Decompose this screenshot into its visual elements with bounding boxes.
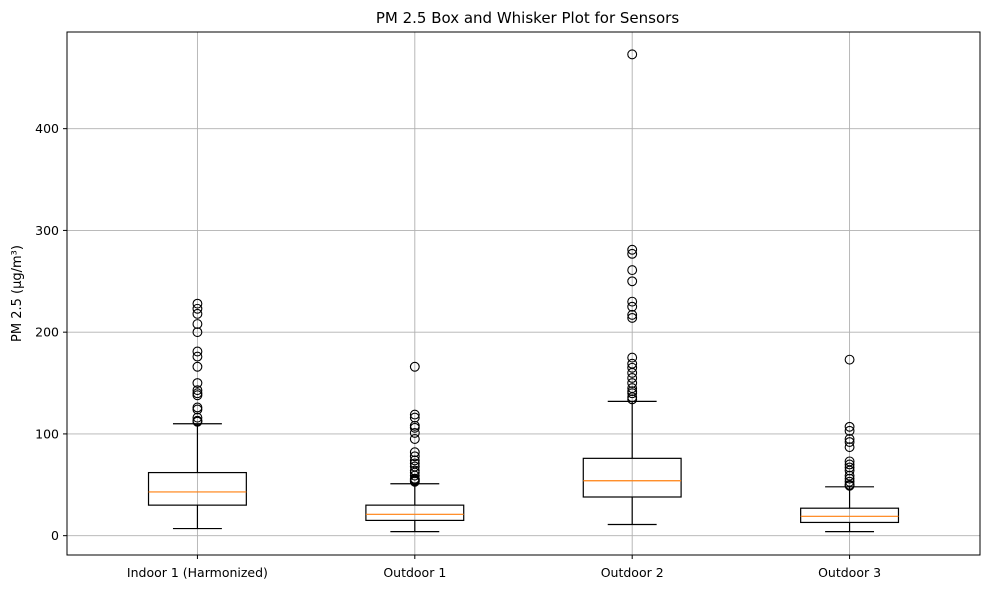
boxes-layer	[147, 49, 900, 533]
outlier-point	[192, 361, 203, 372]
iqr-box	[800, 507, 900, 524]
outlier-point	[627, 394, 638, 405]
y-tick-label: 400	[35, 121, 59, 136]
outlier-point	[409, 434, 420, 444]
outlier-point	[844, 476, 855, 487]
outlier-point	[409, 361, 420, 372]
x-tick-label: Outdoor 3	[818, 565, 881, 580]
y-tick-label: 0	[51, 528, 59, 543]
box-group	[147, 298, 247, 530]
outlier-point	[192, 416, 203, 427]
y-axis-label: PM 2.5 (μg/m³)	[10, 245, 25, 342]
outlier-point	[627, 265, 638, 276]
outlier-point	[409, 412, 420, 423]
outlier-point	[627, 296, 638, 307]
iqr-box	[147, 471, 247, 506]
x-tick-label: Indoor 1 (Harmonized)	[127, 565, 268, 580]
outlier-point	[627, 276, 638, 287]
outlier-point	[844, 473, 855, 484]
outlier-point	[627, 388, 638, 399]
outlier-point	[409, 470, 420, 481]
axes-frame	[66, 31, 981, 556]
outlier-point	[192, 351, 203, 362]
outlier-point	[627, 244, 638, 255]
y-tick-label: 200	[35, 325, 59, 340]
iqr-box	[365, 504, 465, 522]
outlier-point	[192, 390, 203, 401]
outlier-point	[844, 421, 855, 432]
outlier-point	[627, 301, 638, 312]
chart-title: PM 2.5 Box and Whisker Plot for Sensors	[376, 9, 680, 27]
box-group	[800, 354, 900, 533]
outlier-point	[627, 352, 638, 363]
y-tick-label: 300	[35, 223, 59, 238]
outlier-point	[192, 327, 203, 338]
outlier-point	[627, 362, 638, 373]
iqr-box	[582, 457, 682, 498]
grid-layer	[67, 32, 980, 555]
outlier-point	[192, 298, 203, 309]
y-tick-label: 100	[35, 426, 59, 441]
outlier-point	[627, 248, 638, 259]
box-group	[365, 361, 465, 533]
outlier-point	[192, 404, 203, 415]
outlier-point	[192, 303, 203, 314]
outlier-point	[844, 354, 855, 365]
outlier-point	[192, 378, 203, 388]
outlier-point	[844, 459, 855, 470]
outlier-point	[409, 427, 420, 438]
outlier-point	[627, 312, 638, 323]
outlier-point	[627, 373, 638, 383]
outlier-point	[192, 308, 203, 319]
outlier-point	[192, 319, 203, 329]
outlier-point	[844, 437, 855, 448]
outlier-point	[192, 412, 203, 423]
x-tick-label: Outdoor 2	[601, 565, 664, 580]
outlier-point	[844, 462, 855, 473]
outlier-point	[844, 480, 855, 491]
outlier-point	[409, 451, 420, 462]
outlier-point	[627, 309, 638, 320]
x-tick-label: Outdoor 1	[383, 565, 446, 580]
outlier-point	[409, 476, 420, 487]
outlier-point	[627, 367, 638, 378]
outlier-point	[844, 434, 855, 444]
outlier-point	[627, 378, 638, 388]
outlier-point	[844, 425, 855, 436]
outlier-point	[627, 49, 638, 60]
outlier-point	[409, 447, 420, 458]
outlier-point	[409, 455, 420, 466]
box-group	[582, 49, 682, 526]
outlier-point	[192, 385, 203, 396]
outlier-point	[409, 409, 420, 420]
outlier-point	[192, 346, 203, 357]
outlier-point	[844, 442, 855, 453]
outlier-point	[409, 422, 420, 433]
y-axis-ticks: 0 100 200 300 400	[35, 121, 67, 543]
outlier-point	[844, 465, 855, 476]
x-axis-ticks: Indoor 1 (Harmonized) Outdoor 1 Outdoor 2 O…	[127, 555, 881, 580]
